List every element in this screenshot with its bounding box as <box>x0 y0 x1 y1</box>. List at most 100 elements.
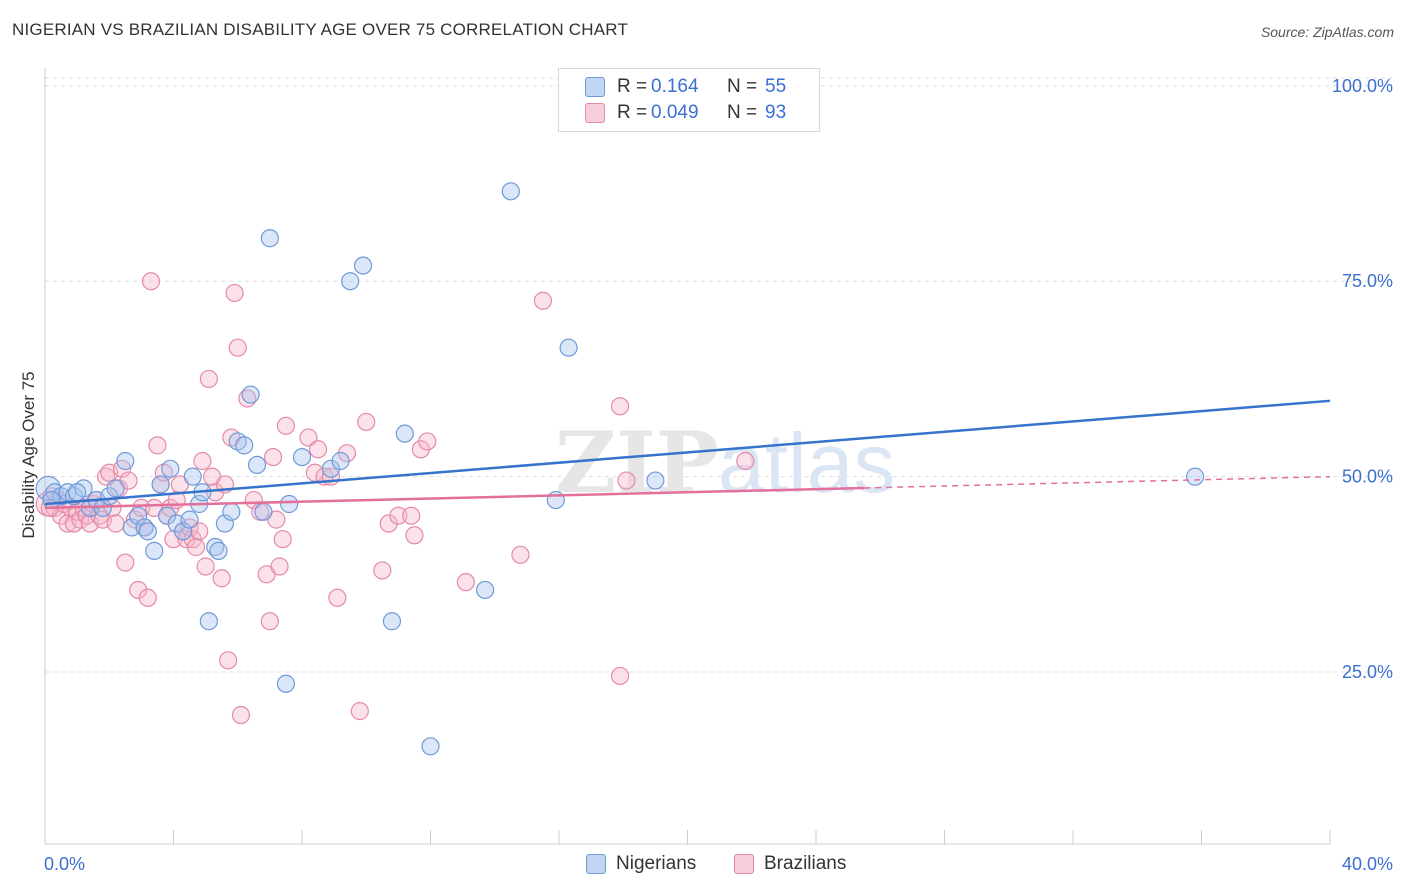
brazilian-point <box>418 432 437 451</box>
brazilian-point <box>206 483 225 502</box>
brazilian-point <box>270 557 289 576</box>
watermark-atlas: atlas <box>718 416 895 510</box>
x-tick-labels: 0.0% 40.0% <box>44 854 1393 874</box>
brazilian-point <box>389 506 408 525</box>
brazilian-point <box>231 705 251 725</box>
legend-item-brazilians: Brazilians <box>734 852 846 876</box>
y-tick-label: 50.0% <box>1342 467 1393 487</box>
legend-row-brazilians: R = 0.049 N = 93 <box>585 100 786 126</box>
legend-r-label: R = <box>617 102 648 123</box>
grid-lines <box>45 77 1392 673</box>
brazilian-point <box>308 440 328 459</box>
nigerian-point <box>235 436 254 455</box>
brazilian-point <box>379 514 398 533</box>
brazilian-point <box>273 530 292 549</box>
brazilian-point <box>617 471 636 490</box>
nigerians-points <box>35 182 1205 756</box>
brazilian-point <box>164 530 183 549</box>
brazilian-point <box>456 573 475 592</box>
chart-source: Source: ZipAtlas.com <box>1260 24 1394 40</box>
brazilian-point <box>141 272 161 291</box>
nigerians-swatch <box>585 77 605 97</box>
nigerian-point <box>129 506 148 525</box>
brazilian-point <box>357 412 376 432</box>
nigerian-point <box>395 424 414 443</box>
watermark: ZIP atlas <box>555 413 895 512</box>
brazilian-point <box>263 447 283 467</box>
brazilian-point <box>225 283 244 303</box>
nigerian-point <box>382 612 402 631</box>
y-tick-label: 25.0% <box>1342 662 1393 682</box>
legend-n-label: N = <box>727 76 758 97</box>
brazilian-point <box>129 580 148 600</box>
brazilian-point <box>402 506 421 525</box>
nigerian-point <box>247 455 267 475</box>
nigerian-point <box>292 447 312 467</box>
nigerian-point <box>559 338 578 357</box>
legend-row-nigerians: R = 0.164 N = 55 <box>585 74 786 100</box>
correlation-legend: R = 0.164 N = 55 R = 0.049 N = 93 <box>558 68 820 132</box>
brazilian-point <box>212 569 231 588</box>
y-axis-label: Disability Age Over 75 <box>19 371 38 538</box>
brazilian-point <box>260 612 279 631</box>
brazilian-point <box>138 588 157 607</box>
legend-r-value: 0.049 <box>651 102 699 123</box>
legend-n-label: N = <box>727 102 758 123</box>
brazilian-point <box>328 588 347 607</box>
brazilian-point <box>199 369 218 389</box>
nigerian-point <box>199 612 218 631</box>
chart-title: NIGERIAN VS BRAZILIAN DISABILITY AGE OVE… <box>12 20 629 39</box>
brazilians-points <box>35 272 755 725</box>
nigerian-point <box>209 541 228 560</box>
nigerian-point <box>276 674 296 693</box>
brazilian-point <box>350 702 369 721</box>
brazilian-point <box>193 451 212 471</box>
brazilian-point <box>196 557 215 576</box>
brazilian-point <box>299 428 318 447</box>
nigerian-point <box>646 471 665 490</box>
nigerian-point <box>421 737 440 756</box>
nigerian-point <box>241 385 260 404</box>
nigerian-point <box>222 502 241 521</box>
legend-label-nigerians: Nigerians <box>616 853 697 874</box>
nigerians-trend-line <box>44 399 1331 506</box>
nigerian-point <box>42 490 61 510</box>
brazilians-swatch <box>734 854 754 874</box>
brazilian-point <box>116 553 135 572</box>
nigerian-point <box>151 475 170 494</box>
watermark-zip: ZIP <box>555 413 719 512</box>
brazilian-point <box>610 666 630 686</box>
nigerian-point <box>341 272 360 291</box>
legend-r-value: 0.164 <box>651 76 699 97</box>
nigerian-point <box>106 479 125 498</box>
brazilians-trend-line <box>44 486 865 510</box>
nigerian-point <box>501 182 520 201</box>
brazilian-point <box>244 490 263 510</box>
y-tick-labels: 25.0% 50.0% 75.0% 100.0% <box>1332 76 1393 682</box>
brazilian-point <box>190 522 209 541</box>
brazilian-point <box>736 451 755 471</box>
brazilian-point <box>219 651 238 670</box>
x-tick-label: 40.0% <box>1342 854 1393 874</box>
nigerian-point <box>280 494 299 514</box>
nigerians-swatch <box>586 854 606 874</box>
x-tick-label: 0.0% <box>44 854 85 874</box>
nigerian-point <box>116 451 135 471</box>
brazilian-point <box>228 338 247 357</box>
brazilian-point <box>186 537 206 557</box>
nigerian-point <box>353 256 373 275</box>
brazilians-swatch <box>585 103 605 123</box>
brazilian-point <box>148 436 167 455</box>
brazilian-point <box>373 561 392 580</box>
trend-lines <box>44 399 1331 510</box>
legend-n-value: 55 <box>765 76 787 97</box>
nigerian-point <box>157 506 177 525</box>
legend-n-value: 93 <box>765 102 787 123</box>
legend-label-brazilians: Brazilians <box>764 853 847 874</box>
nigerian-point <box>180 510 199 529</box>
nigerian-point <box>174 522 193 541</box>
brazilians-trend-line-dashed <box>864 475 1331 489</box>
nigerian-point <box>215 514 234 533</box>
axes <box>44 68 1331 845</box>
